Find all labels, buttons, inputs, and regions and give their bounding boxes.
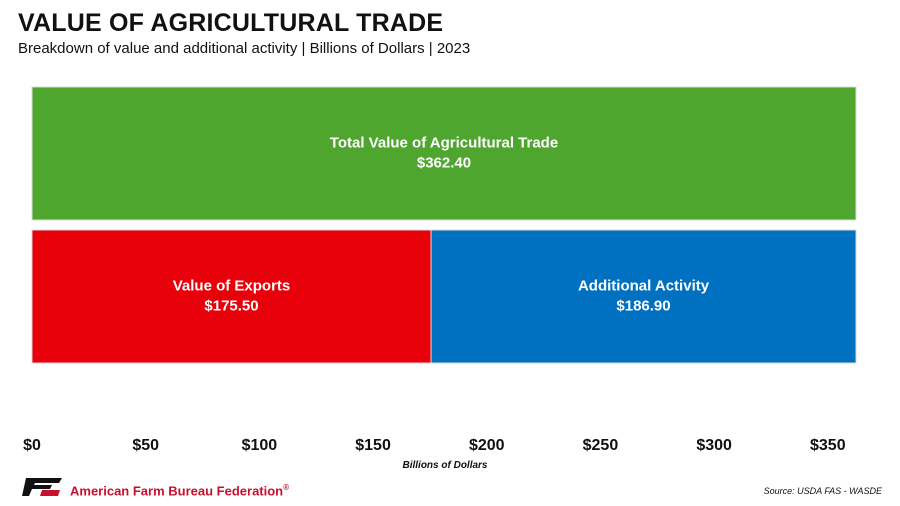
- farm-bureau-logo: [22, 478, 62, 496]
- chart-plot: Total Value of Agricultural Trade $362.40…: [23, 86, 857, 471]
- x-tick-label: $50: [132, 437, 159, 454]
- data-label-value-of-exports: $175.50: [204, 298, 258, 315]
- source-note: Source: USDA FAS - WASDE: [763, 486, 882, 496]
- bar-total-value-of-agricultural-trade: [31, 86, 857, 221]
- bar-label-additional-activity: Additional Activity: [578, 278, 710, 295]
- chart-subtitle: Breakdown of value and additional activi…: [18, 40, 471, 57]
- x-tick-label: $300: [696, 437, 732, 454]
- chart-title: VALUE OF AGRICULTURAL TRADE: [18, 9, 444, 37]
- data-label-additional-activity: $186.90: [616, 298, 670, 315]
- x-tick-label: $200: [469, 437, 505, 454]
- x-tick-label: $350: [810, 437, 846, 454]
- x-tick-label: $150: [355, 437, 391, 454]
- bar-label-total-value-of-agricultural-trade: Total Value of Agricultural Trade: [330, 135, 558, 152]
- x-axis-title: Billions of Dollars: [402, 460, 487, 471]
- organization-name: American Farm Bureau Federation®: [70, 483, 290, 499]
- x-tick-label: $250: [583, 437, 619, 454]
- x-tick-label: $0: [23, 437, 41, 454]
- bar-value-of-exports: [31, 229, 432, 364]
- bar-label-value-of-exports: Value of Exports: [173, 278, 291, 295]
- bar-additional-activity: [430, 229, 857, 364]
- x-tick-label: $100: [242, 437, 278, 454]
- data-label-total-value-of-agricultural-trade: $362.40: [417, 155, 471, 172]
